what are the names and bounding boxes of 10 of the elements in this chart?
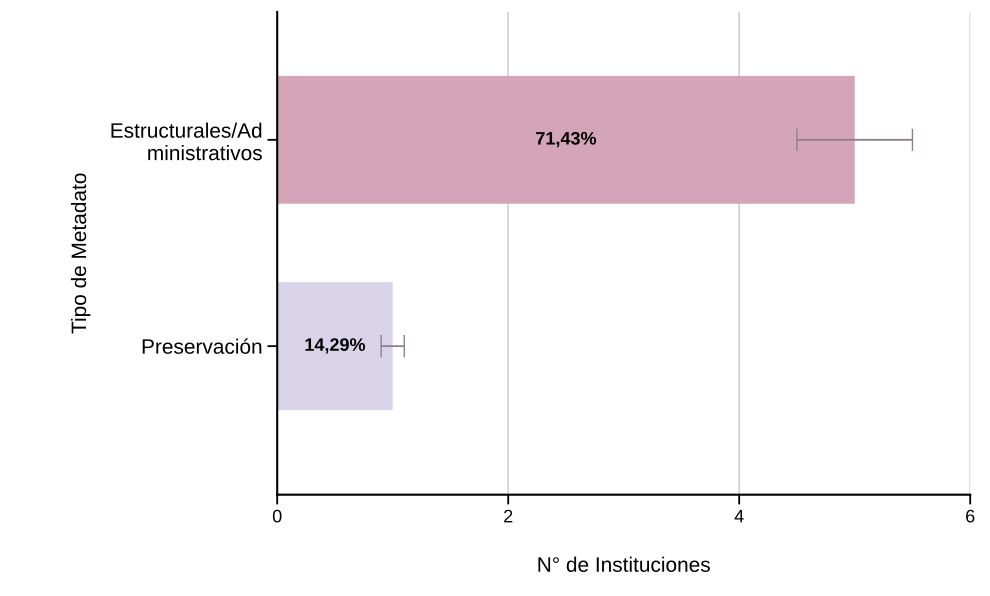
x-tick-label: 2	[504, 510, 512, 522]
x-tick-label: 0	[272, 510, 282, 523]
y-tick-label: Preservación	[142, 338, 262, 354]
annotation: 71,43%	[536, 132, 596, 148]
x-tick-label: 4	[734, 510, 744, 522]
annotation: 14,29%	[305, 338, 366, 354]
y-tick-label: Estructurales/Administrativos	[111, 122, 262, 160]
x-axis-title: N° de Instituciones	[538, 556, 710, 572]
x-tick-label: 6	[966, 510, 974, 523]
y-axis-title: Tipo de Metadato	[70, 173, 90, 334]
